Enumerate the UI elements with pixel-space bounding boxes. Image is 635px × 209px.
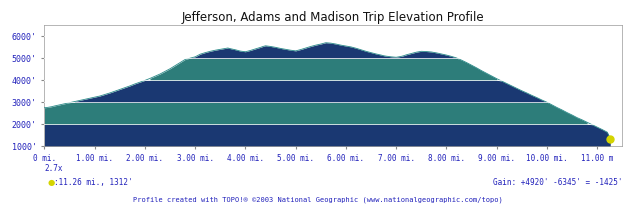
Text: :11.26 mi., 1312': :11.26 mi., 1312' bbox=[54, 178, 133, 187]
Text: Profile created with TOPO!® ©2003 National Geographic (www.nationalgeographic.co: Profile created with TOPO!® ©2003 Nation… bbox=[133, 196, 502, 203]
Text: ●: ● bbox=[48, 178, 55, 187]
Text: 2.7x: 2.7x bbox=[44, 164, 63, 173]
Title: Jefferson, Adams and Madison Trip Elevation Profile: Jefferson, Adams and Madison Trip Elevat… bbox=[182, 11, 485, 24]
Text: Gain: +4920' -6345' = -1425': Gain: +4920' -6345' = -1425' bbox=[493, 178, 622, 187]
